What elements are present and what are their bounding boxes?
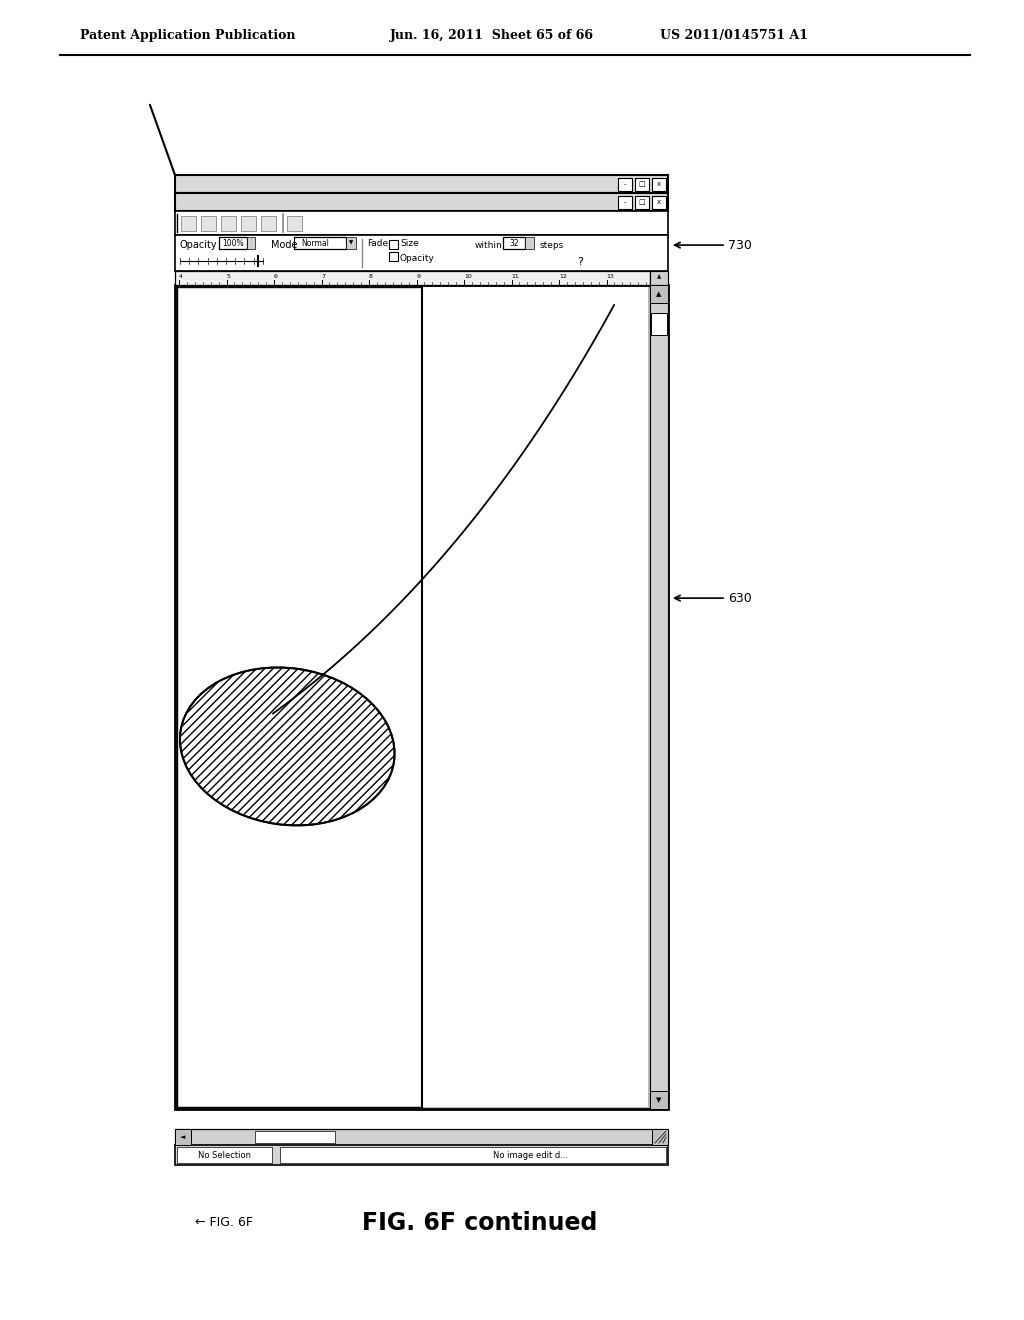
Text: Normal: Normal: [301, 239, 329, 248]
Text: No Selection: No Selection: [198, 1151, 251, 1159]
Bar: [618, 178, 632, 191]
Bar: [221, 216, 236, 231]
Bar: [219, 238, 247, 249]
Text: 7: 7: [322, 275, 326, 279]
Text: steps: steps: [540, 240, 564, 249]
Bar: [261, 216, 276, 231]
Text: -: -: [624, 181, 627, 187]
Text: Jun. 16, 2011  Sheet 65 of 66: Jun. 16, 2011 Sheet 65 of 66: [390, 29, 594, 41]
Text: ▼: ▼: [349, 240, 353, 246]
Text: 9: 9: [417, 275, 421, 279]
Text: 8: 8: [369, 275, 373, 279]
Text: □: □: [639, 181, 645, 187]
Text: 11: 11: [512, 275, 519, 279]
Text: FIG. 6F continued: FIG. 6F continued: [362, 1210, 598, 1236]
Bar: [280, 1147, 666, 1163]
Bar: [422, 286, 648, 1107]
Text: Mode: Mode: [271, 240, 298, 249]
Bar: [618, 195, 632, 209]
Ellipse shape: [180, 668, 394, 825]
Text: Size: Size: [400, 239, 419, 248]
Bar: [650, 271, 668, 285]
Bar: [241, 216, 256, 231]
Bar: [287, 216, 302, 231]
Text: ← FIG. 6F: ← FIG. 6F: [195, 1217, 253, 1229]
Bar: [175, 1129, 668, 1144]
Text: 12: 12: [559, 275, 567, 279]
Bar: [181, 216, 196, 231]
Bar: [635, 195, 649, 209]
Text: ?: ?: [578, 257, 583, 267]
Text: 630: 630: [728, 591, 752, 605]
Text: 5: 5: [226, 275, 230, 279]
Bar: [247, 238, 255, 249]
Text: 32: 32: [509, 239, 519, 248]
Bar: [652, 178, 666, 191]
Bar: [175, 235, 668, 271]
Bar: [175, 271, 650, 285]
Bar: [175, 1129, 191, 1144]
Text: 4: 4: [179, 275, 183, 279]
Bar: [201, 216, 216, 231]
Bar: [177, 286, 422, 1107]
Text: within: within: [475, 240, 503, 249]
Bar: [175, 193, 668, 211]
Bar: [525, 238, 534, 249]
Text: Opacity: Opacity: [180, 240, 218, 249]
Bar: [650, 285, 668, 1109]
Bar: [503, 238, 525, 249]
Bar: [175, 211, 668, 235]
Bar: [346, 238, 356, 249]
Text: US 2011/0145751 A1: US 2011/0145751 A1: [660, 29, 808, 41]
Bar: [652, 1129, 668, 1144]
Bar: [177, 1147, 272, 1163]
Text: -: -: [624, 199, 627, 206]
Text: x: x: [657, 199, 662, 206]
Text: x: x: [657, 181, 662, 187]
Text: □: □: [639, 199, 645, 206]
Text: 100%: 100%: [222, 239, 244, 248]
Text: 6: 6: [274, 275, 278, 279]
Text: ▼: ▼: [656, 1097, 662, 1104]
Text: Patent Application Publication: Patent Application Publication: [80, 29, 296, 41]
Bar: [389, 252, 398, 261]
Bar: [255, 1131, 335, 1143]
Bar: [651, 313, 667, 335]
Text: 10: 10: [464, 275, 472, 279]
Bar: [650, 285, 668, 304]
Bar: [652, 195, 666, 209]
Bar: [650, 1092, 668, 1109]
Bar: [175, 1144, 668, 1166]
Text: No image edit d...: No image edit d...: [493, 1151, 568, 1159]
Text: Opacity: Opacity: [400, 253, 435, 263]
Text: ▲: ▲: [656, 290, 662, 297]
Bar: [635, 178, 649, 191]
Text: ▲: ▲: [656, 275, 662, 279]
Text: 730: 730: [728, 239, 752, 252]
Bar: [389, 240, 398, 249]
Text: ◄: ◄: [180, 1134, 185, 1140]
Bar: [175, 285, 668, 1109]
Text: Fade: Fade: [367, 239, 388, 248]
Bar: [175, 176, 668, 193]
Bar: [294, 238, 346, 249]
Text: 13: 13: [606, 275, 614, 279]
